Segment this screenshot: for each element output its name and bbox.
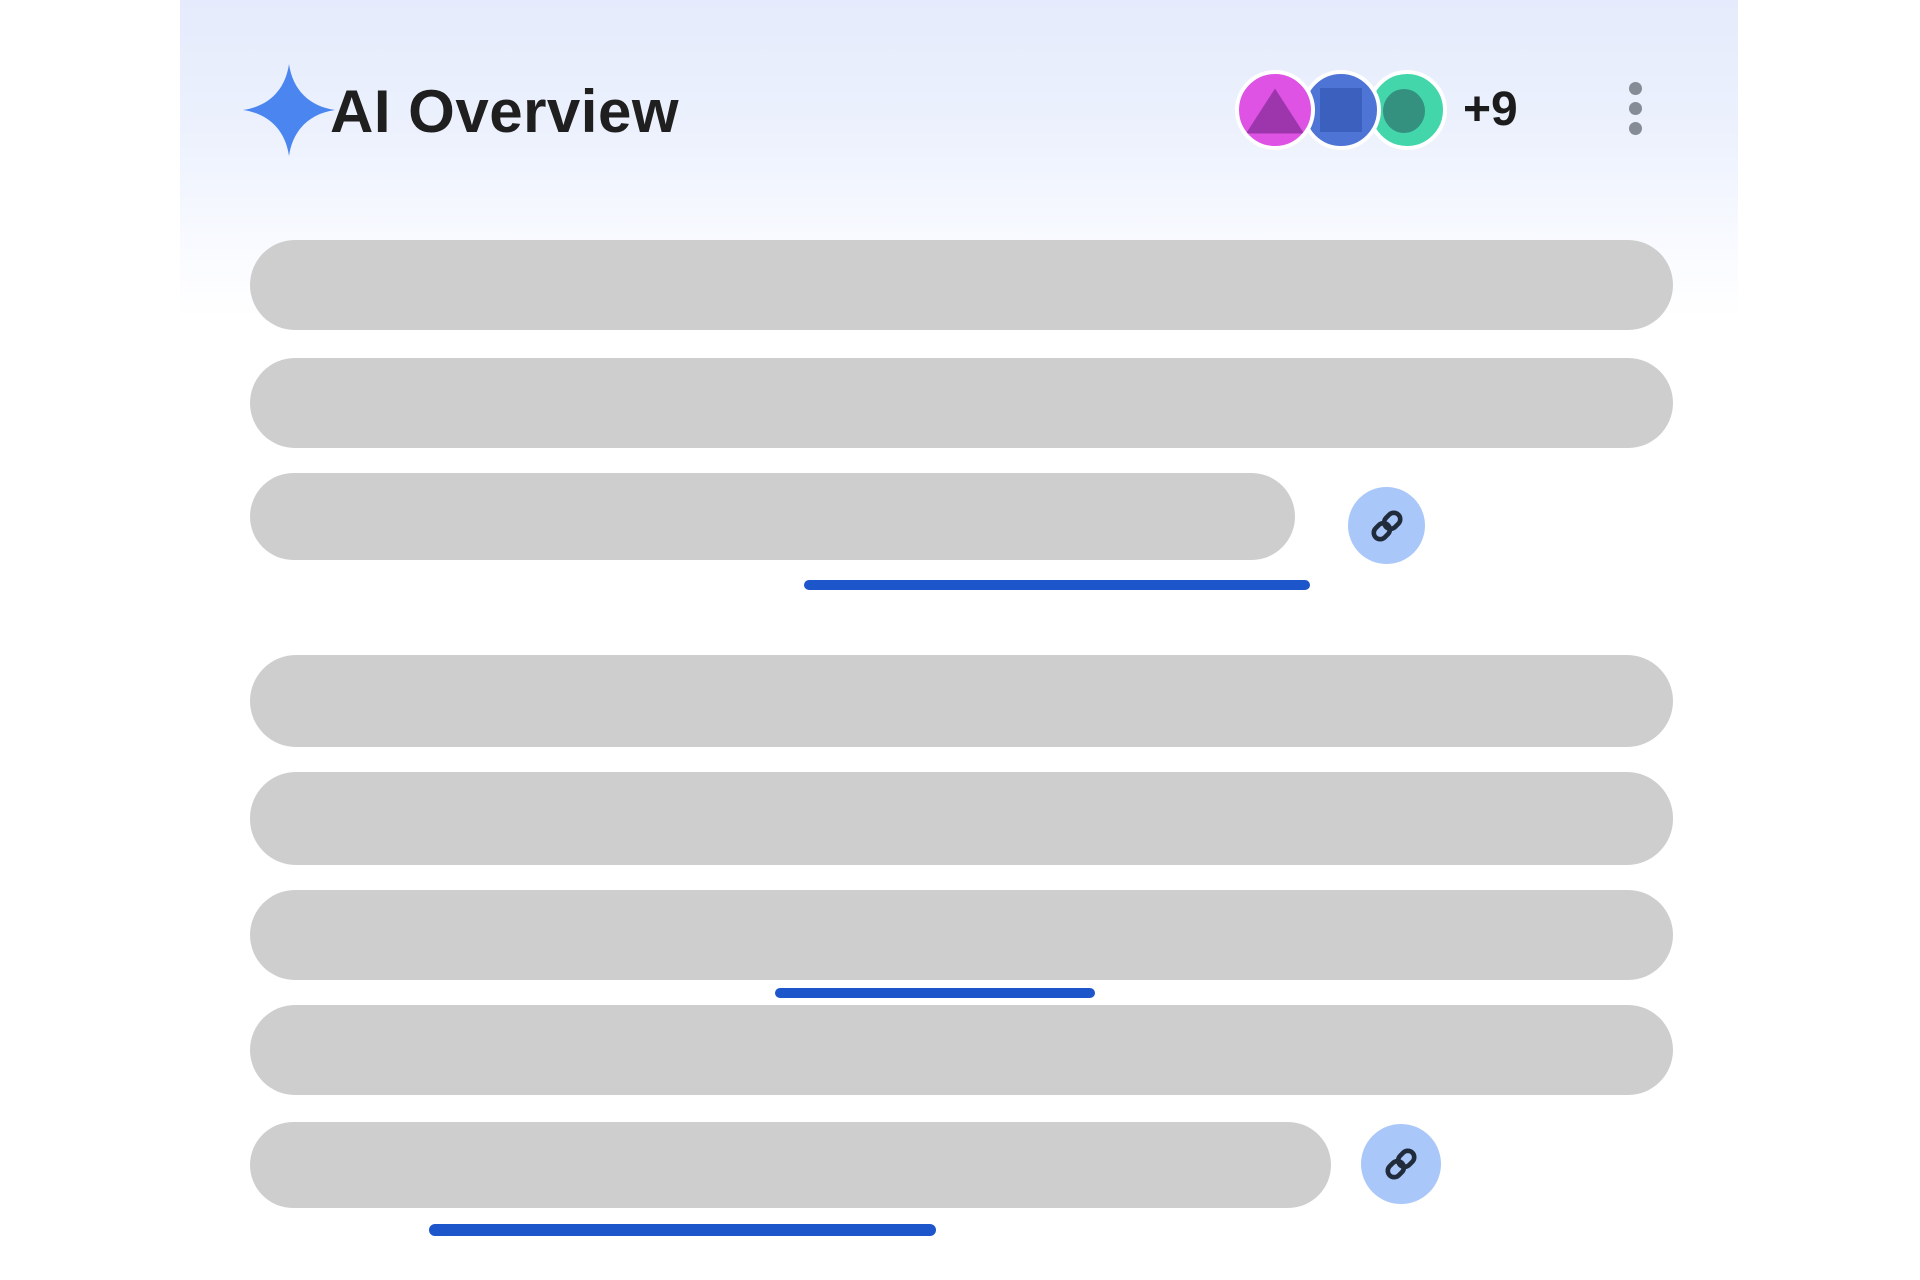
source-avatar-square (1301, 70, 1381, 150)
circle-shape (1383, 89, 1426, 134)
skeleton-bar (250, 1005, 1673, 1095)
skeleton-bar (250, 655, 1673, 747)
link-chip-button[interactable] (1348, 487, 1425, 564)
sources-overflow-count: +9 (1463, 83, 1518, 136)
source-avatar-triangle (1235, 70, 1315, 150)
square-shape (1320, 88, 1362, 132)
skeleton-bar (250, 358, 1673, 448)
ai-overview-panel: AI Overview +9 (180, 0, 1738, 1280)
skeleton-bar (250, 890, 1673, 980)
gemini-spark-icon (242, 64, 336, 156)
skeleton-bar (250, 1122, 1331, 1208)
link-underline (775, 988, 1095, 998)
skeleton-bar (250, 473, 1295, 560)
link-underline (804, 580, 1310, 590)
link-underline (429, 1224, 936, 1236)
sources-button[interactable]: +9 (1235, 64, 1518, 156)
kebab-menu-icon (1628, 81, 1642, 95)
page-title: AI Overview (330, 78, 680, 145)
skeleton-bar (250, 240, 1673, 330)
link-icon (1385, 1148, 1417, 1180)
source-avatar-circle (1367, 70, 1447, 150)
overflow-menu-button[interactable] (1612, 72, 1658, 144)
link-chip-button[interactable] (1361, 1124, 1441, 1204)
skeleton-bar (250, 772, 1673, 865)
link-icon (1370, 509, 1403, 542)
triangle-shape (1246, 88, 1304, 134)
